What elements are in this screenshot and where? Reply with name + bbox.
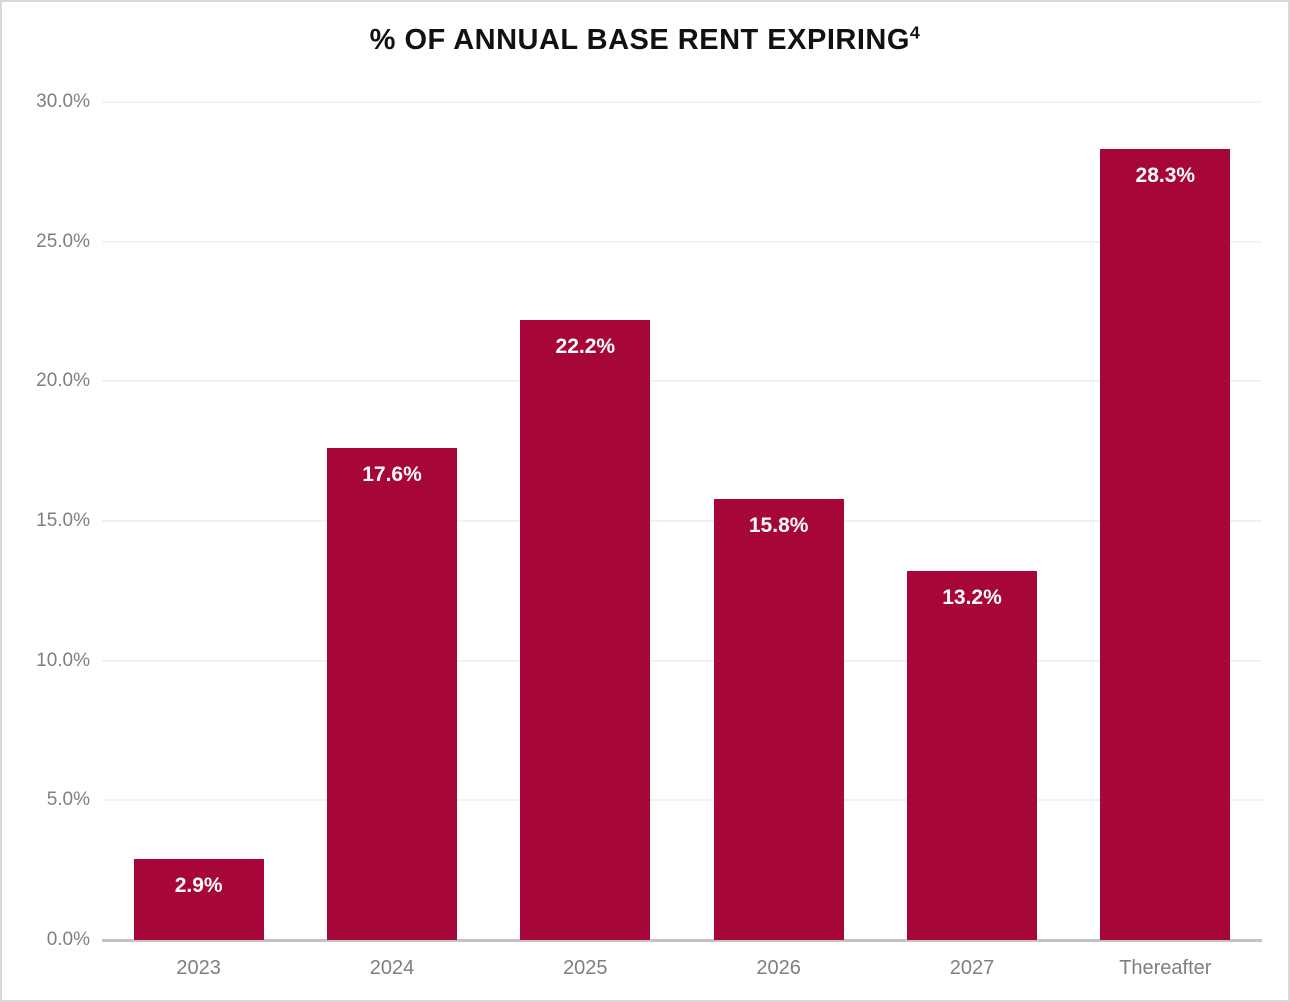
y-gridline [102,520,1262,522]
bar-2025 [520,319,651,940]
x-tick-label: 2025 [563,957,608,979]
y-gridline [102,101,1262,103]
y-tick-label: 0.0% [46,929,90,950]
bar-2024 [327,448,457,940]
y-tick-label: 20.0% [36,370,90,392]
y-tick-label: 10.0% [36,649,90,671]
x-tick-label: 2024 [369,957,415,979]
x-tick-label: 2026 [756,957,801,979]
chart-title-footnote-marker: 4 [909,22,921,43]
y-tick-label: 30.0% [36,91,90,112]
y-tick-label: 5.0% [46,789,90,811]
x-tick-label: Thereafter [1119,957,1212,979]
x-axis-line [102,938,1262,942]
bar-value-label: 2.9% [174,873,223,897]
y-tick-label: 25.0% [36,230,90,252]
chart-title-text: % OF ANNUAL BASE RENT EXPIRING [369,24,910,56]
y-gridline [102,799,1262,802]
y-tick-label: 15.0% [36,510,90,531]
bar-2027 [907,571,1037,940]
x-tick-label: 2027 [949,957,995,979]
bar-thereafter [1100,149,1231,940]
bar-value-label: 28.3% [1135,164,1196,188]
bar-value-label: 17.6% [362,463,422,487]
bar-2026 [713,498,844,940]
x-tick-label: 2023 [176,957,221,979]
chart-title: % OF ANNUAL BASE RENT EXPIRING4 [2,22,1288,57]
bar-value-label: 22.2% [555,334,616,358]
bar-2023 [133,858,264,940]
bar-value-label: 13.2% [942,586,1002,610]
y-gridline [102,380,1262,383]
bar-value-label: 15.8% [748,513,809,537]
y-gridline [102,240,1262,243]
y-gridline [102,659,1262,662]
